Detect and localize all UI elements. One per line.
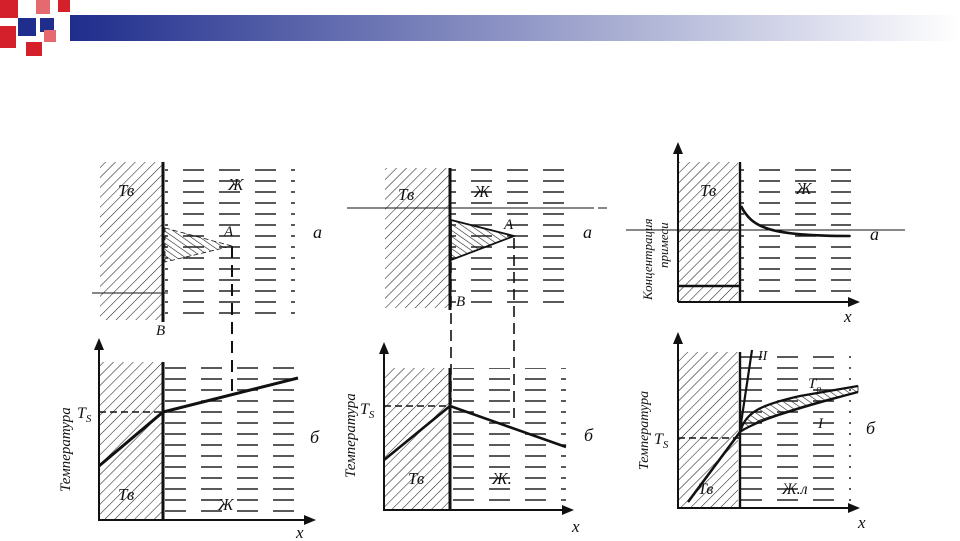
p3-curve-1 [739,390,859,433]
p1-temperature-curve [98,376,299,468]
p3-concentration-curve [739,205,851,238]
p1-label-b: B [156,323,165,339]
title-banner [0,0,960,56]
p3-letter-b: б [866,418,876,438]
banner-square-6 [0,26,16,48]
p1-bottom-solid-region [100,362,163,520]
p2-bottom-liquid-region [451,368,566,510]
p3-top-y-arrow [673,142,683,154]
p3-curve-2 [738,349,754,431]
p3-temperature-line [686,431,742,503]
p1-ts-label: TS [77,405,92,425]
banner-square-5 [40,18,54,32]
p3-y-label: Температура [637,391,652,470]
p2-supercooled-region [450,218,517,262]
p3-bottom-solid-region [678,352,738,508]
banner-square-1 [0,0,18,18]
p3-top-solid-region [678,162,738,302]
p2-x-label: x [571,517,580,536]
banner-gradient-bar [70,15,960,41]
p2-label-solid: Тв [398,185,415,204]
p1-letter-b: б [310,427,320,447]
p1-label-liquid-bottom: Ж [217,495,235,514]
p3-label-liquid-bottom: Ж.л [781,481,808,498]
p2-temperature-curve [383,404,567,462]
p2-label-liquid-bottom: Ж. [491,469,512,488]
p2-top-solid-region [385,168,449,308]
p2-letter-b: б [584,425,594,445]
banner-square-3 [58,0,70,12]
p2-label-solid-bottom: Тв [408,469,425,488]
p2-label-b: B [456,294,465,310]
p3-x-arrow [848,503,860,513]
banner-square-8 [26,42,42,56]
panel-2: Тв Ж A B а TS б Тв Ж. x Температура [343,168,607,536]
banner-square-2 [36,0,50,14]
p2-letter-a: а [583,222,592,242]
banner-square-7 [44,30,56,42]
p2-x-arrow [562,505,574,515]
p1-top-solid-region [100,162,163,320]
p1-label-solid-bottom: Тв [118,485,135,504]
p3-label-liquid: Ж [795,179,813,198]
p2-ts-label: TS [360,401,375,421]
p3-label-solid-bottom: Тв [698,481,713,498]
p3-y-label-top-1: Концентрация [640,218,655,301]
p3-t0-label: To [808,376,821,395]
p2-y-label: Температура [343,393,359,478]
p3-curve-t0 [738,384,859,433]
p1-supercooled-region [164,227,233,263]
p3-ts-label: TS [654,431,669,451]
p3-bottom-liquid-region [741,352,851,508]
p2-label-a: A [503,217,514,233]
p3-y-label-top-2: примеси [656,222,671,268]
panel-3: Тв Ж а x Концентрация примеси II I To TS… [626,142,905,532]
p1-bottom-liquid-region [165,362,295,520]
p3-y-arrow [673,332,683,344]
p3-x-label-top: x [843,307,852,326]
p1-letter-a: а [313,222,322,242]
p3-top-x-arrow [848,297,860,307]
p1-y-arrow [94,338,104,350]
p1-y-label: Температура [58,407,74,492]
p3-x-label: x [857,513,866,532]
p1-x-label: x [295,523,304,541]
p1-label-liquid: Ж [227,175,245,194]
p1-label-a: A [223,224,234,240]
p3-letter-a: а [870,224,879,244]
p2-bottom-solid-region [385,368,449,510]
p2-label-liquid: Ж [473,182,491,201]
p1-x-arrow [304,515,316,525]
banner-square-4 [18,18,36,36]
p2-y-arrow [379,342,389,354]
panel-1: Тв Ж A B а TS б Тв Ж x Температура [58,162,322,541]
p3-label-curve-2: II [757,349,769,364]
p3-label-curve-1: I [817,416,824,432]
p1-label-solid: Тв [118,181,135,200]
p3-top-liquid-region [741,162,851,302]
p3-label-solid: Тв [700,181,717,200]
